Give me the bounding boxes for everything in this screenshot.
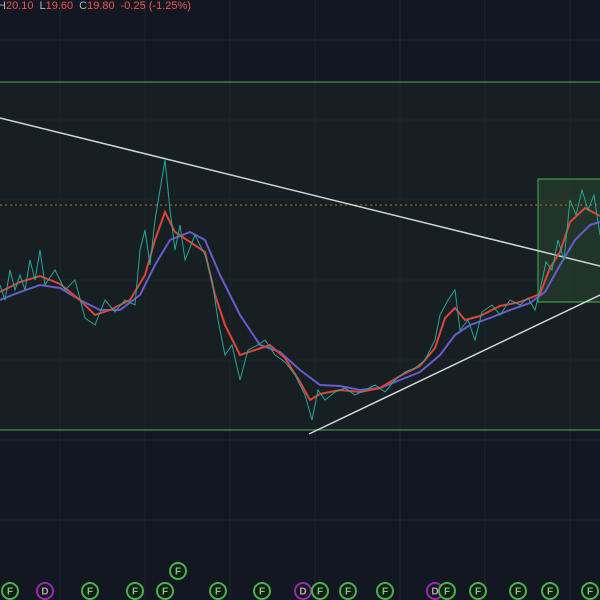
trendline-lower	[308, 294, 600, 435]
event-label: F	[382, 587, 388, 598]
event-label: D	[431, 587, 438, 598]
event-label: F	[215, 587, 221, 598]
ohlc-text: H20.10 L19.60 C19.80 -0.25 (-1.25%)	[0, 0, 191, 12]
event-badge	[509, 582, 527, 600]
price-candles	[0, 159, 600, 421]
price-change: -0.25 (-1.25%)	[121, 0, 191, 12]
event-badge	[581, 582, 599, 600]
event-markers: F D F F FFF F D F F F D F F F F F	[1, 562, 599, 600]
event-label: F	[87, 587, 93, 598]
event-badge	[1, 582, 19, 600]
event-label: F	[515, 587, 521, 598]
event-badge	[376, 582, 394, 600]
event-badge	[438, 582, 456, 600]
event-label: F	[162, 587, 168, 598]
event-badge	[541, 582, 559, 600]
event-badge	[126, 582, 144, 600]
ohlc-value: 20.10	[6, 0, 34, 12]
event-label: F	[475, 587, 481, 598]
breakout-box	[537, 178, 600, 303]
event-label: F	[444, 587, 450, 598]
trendline-upper	[0, 117, 600, 267]
event-badge	[311, 582, 329, 600]
event-badge	[169, 562, 187, 580]
ohlc-header: H20.10 L19.60 C19.80 -0.25 (-1.25%)	[0, 0, 191, 12]
event-label: F	[547, 587, 553, 598]
ohlc-value: 19.60	[46, 0, 74, 12]
ohlc-label: H	[0, 0, 6, 12]
event-label: D	[41, 587, 48, 598]
event-label: F	[345, 587, 351, 598]
event-badge	[156, 582, 174, 600]
event-badge	[81, 582, 99, 600]
event-label: D	[299, 587, 306, 598]
event-badge	[339, 582, 357, 600]
event-label: F	[7, 587, 13, 598]
range-box	[0, 81, 600, 431]
ohlc-label: C	[79, 0, 87, 12]
event-label: F	[175, 567, 181, 578]
event-badge	[253, 582, 271, 600]
event-badge	[469, 582, 487, 600]
event-label: F	[317, 587, 323, 598]
ohlc-label: L	[39, 0, 45, 12]
event-badge	[209, 582, 227, 600]
event-badge	[36, 582, 54, 600]
event-label: F	[587, 587, 593, 598]
event-label: F	[259, 587, 265, 598]
event-label: F	[132, 587, 138, 598]
ohlc-value: 19.80	[87, 0, 115, 12]
